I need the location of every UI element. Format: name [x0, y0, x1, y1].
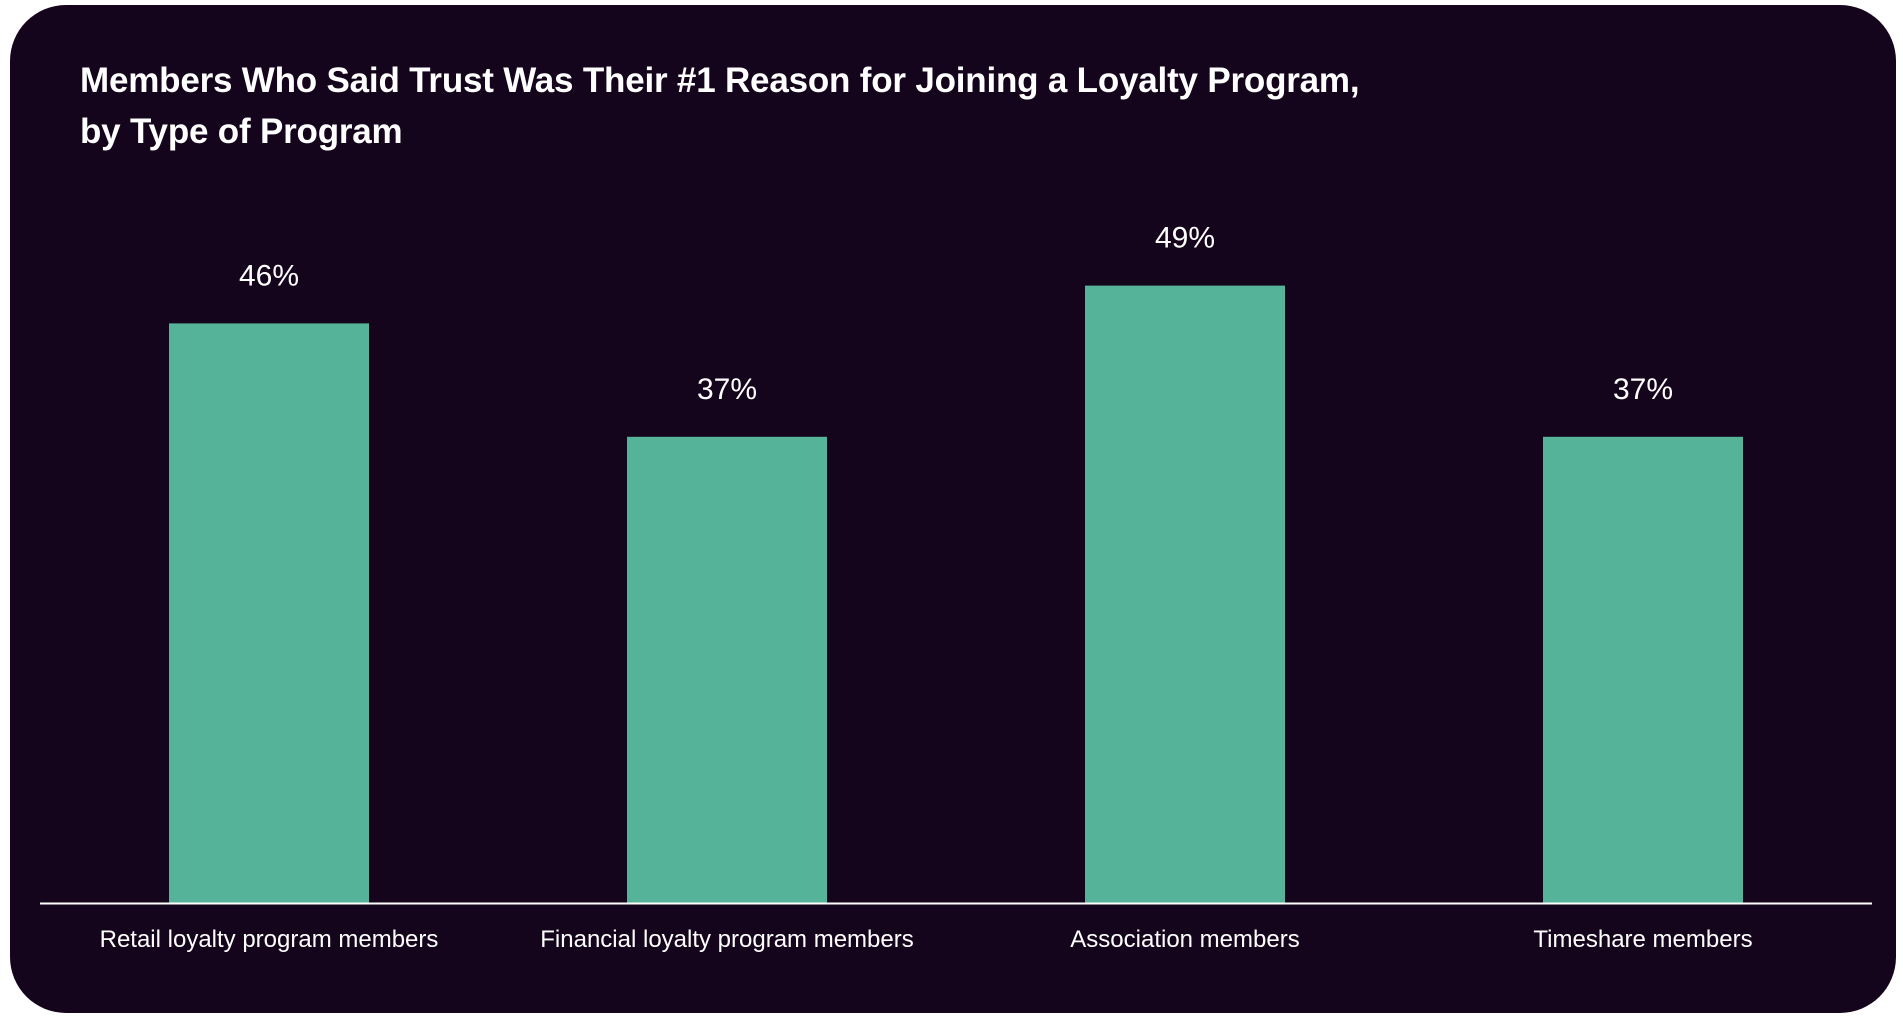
bar-1	[169, 323, 369, 903]
value-label-3: 49%	[1155, 222, 1215, 255]
category-label-1: Retail loyalty program members	[100, 926, 439, 953]
value-label-2: 37%	[697, 373, 757, 406]
value-label-4: 37%	[1613, 373, 1673, 406]
category-label-2: Financial loyalty program members	[540, 926, 913, 953]
bar-chart: 46% Retail loyalty program members 37% Fina…	[40, 222, 1872, 953]
chart-title: Members Who Said Trust Was Their #1 Reas…	[80, 55, 1360, 157]
bar-3	[1085, 285, 1285, 904]
category-label-3: Association members	[1070, 926, 1299, 953]
value-label-1: 46%	[239, 259, 299, 292]
chart-title-line-1: Members Who Said Trust Was Their #1 Reas…	[80, 61, 1360, 100]
category-label-4: Timeshare members	[1533, 926, 1752, 953]
bar-4	[1543, 436, 1743, 903]
bar-2	[627, 436, 827, 903]
chart-card: Members Who Said Trust Was Their #1 Reas…	[10, 5, 1896, 1013]
chart-title-line-2: by Type of Program	[80, 112, 403, 151]
